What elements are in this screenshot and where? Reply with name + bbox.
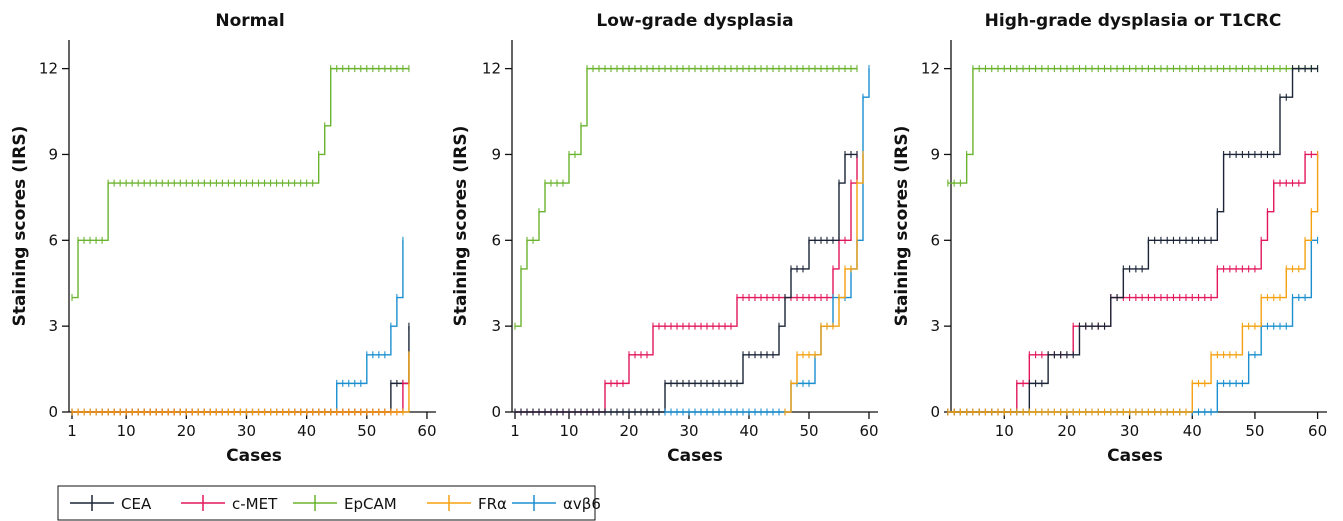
x-axis-label: Cases xyxy=(226,446,282,466)
legend-label: CEA xyxy=(121,495,152,513)
legend-entry: FRα xyxy=(427,495,507,513)
series-line xyxy=(72,354,410,413)
legend-entry: αvβ6 xyxy=(512,495,601,513)
series-line xyxy=(72,382,409,413)
legend-entry: EpCAM xyxy=(293,495,397,513)
x-tick-label: 60 xyxy=(859,422,878,440)
y-tick-label: 0 xyxy=(491,403,501,421)
x-tick-label: 40 xyxy=(297,422,316,440)
legend: CEA c-MET EpCAM FRα αvβ6 xyxy=(57,485,601,521)
y-tick-label: 12 xyxy=(482,60,501,78)
x-tick-label: 30 xyxy=(1120,422,1139,440)
x-tick-label: 50 xyxy=(357,422,376,440)
x-tick-label: 50 xyxy=(1245,422,1264,440)
x-tick-label: 40 xyxy=(1183,422,1202,440)
series-line xyxy=(515,154,858,413)
x-tick-label: 40 xyxy=(739,422,758,440)
x-tick-label: 1 xyxy=(67,422,77,440)
x-tick-label: 30 xyxy=(237,422,256,440)
x-tick-label: 50 xyxy=(799,422,818,440)
legend-entry: c-MET xyxy=(181,495,278,513)
legend-entry: CEA xyxy=(70,495,152,513)
chart-title: Normal xyxy=(215,11,284,31)
series-line xyxy=(72,67,409,299)
x-tick-label: 60 xyxy=(417,422,436,440)
series-CEA xyxy=(71,322,410,416)
legend-label: FRα xyxy=(478,495,507,513)
legend-label: αvβ6 xyxy=(563,495,601,513)
series-c-MET xyxy=(514,150,858,416)
x-tick-label: 10 xyxy=(117,422,136,440)
chart-title: Low-grade dysplasia xyxy=(596,11,793,31)
series-line xyxy=(947,239,1318,413)
x-tick-label: 60 xyxy=(1308,422,1327,440)
x-tick-label: 1 xyxy=(510,422,520,440)
y-tick-label: 12 xyxy=(921,60,940,78)
x-tick-label: 10 xyxy=(995,422,1014,440)
y-tick-label: 6 xyxy=(491,231,501,249)
series-FRα xyxy=(947,150,1319,416)
series-c-MET xyxy=(947,150,1319,416)
series-line xyxy=(72,326,410,413)
y-tick-label: 3 xyxy=(930,317,940,335)
x-tick-label: 20 xyxy=(619,422,638,440)
plot-area: 0 3 6 9 12 1 10 20 30 40 50 60 xyxy=(39,40,437,440)
series-EpCAM xyxy=(71,65,410,302)
chart-title: High-grade dysplasia or T1CRC xyxy=(985,11,1282,31)
chart-panel-high-grade-dysplasia-or-t1crc: High-grade dysplasia or T1CRC Cases Stai… xyxy=(892,11,1327,466)
x-axis-label: Cases xyxy=(1107,446,1163,466)
series-FRα xyxy=(71,351,410,416)
series-line xyxy=(72,240,404,413)
x-tick-label: 10 xyxy=(559,422,578,440)
series-αvβ6 xyxy=(71,236,404,416)
legend-label: EpCAM xyxy=(344,495,397,513)
series-FRα xyxy=(784,150,864,416)
y-tick-label: 0 xyxy=(930,403,940,421)
y-tick-label: 6 xyxy=(48,231,58,249)
y-tick-label: 3 xyxy=(48,317,58,335)
y-axis-label: Staining scores (IRS) xyxy=(892,126,912,327)
series-line xyxy=(515,153,857,413)
y-tick-label: 9 xyxy=(48,145,58,163)
legend-label: c-MET xyxy=(232,495,278,513)
y-tick-label: 9 xyxy=(491,145,501,163)
series-αvβ6 xyxy=(947,236,1319,416)
chart-panel-low-grade-dysplasia: Low-grade dysplasia Cases Staining score… xyxy=(451,11,879,466)
x-tick-label: 30 xyxy=(679,422,698,440)
y-tick-label: 6 xyxy=(930,231,940,249)
series-line xyxy=(947,153,1318,413)
series-EpCAM xyxy=(514,65,858,330)
y-axis-label: Staining scores (IRS) xyxy=(451,126,471,327)
chart-panel-normal: Normal Cases Staining scores (IRS) 0 3 6 9 1… xyxy=(10,11,437,466)
legend-box xyxy=(57,485,596,521)
series-line xyxy=(947,154,1319,413)
series-line xyxy=(947,67,1318,184)
x-tick-label: 20 xyxy=(1057,422,1076,440)
series-line xyxy=(515,67,857,327)
y-tick-label: 9 xyxy=(930,145,940,163)
y-tick-label: 0 xyxy=(48,403,58,421)
plot-area: 0 3 6 9 12 10 20 30 40 50 60 xyxy=(921,40,1327,440)
x-axis-label: Cases xyxy=(667,446,723,466)
y-tick-label: 3 xyxy=(491,317,501,335)
series-CEA xyxy=(514,150,858,416)
y-tick-label: 12 xyxy=(39,60,58,78)
series-EpCAM xyxy=(947,65,1319,187)
plot-area: 0 3 6 9 12 1 10 20 30 40 50 60 xyxy=(482,40,879,440)
y-axis-label: Staining scores (IRS) xyxy=(10,126,30,327)
x-tick-label: 20 xyxy=(177,422,196,440)
